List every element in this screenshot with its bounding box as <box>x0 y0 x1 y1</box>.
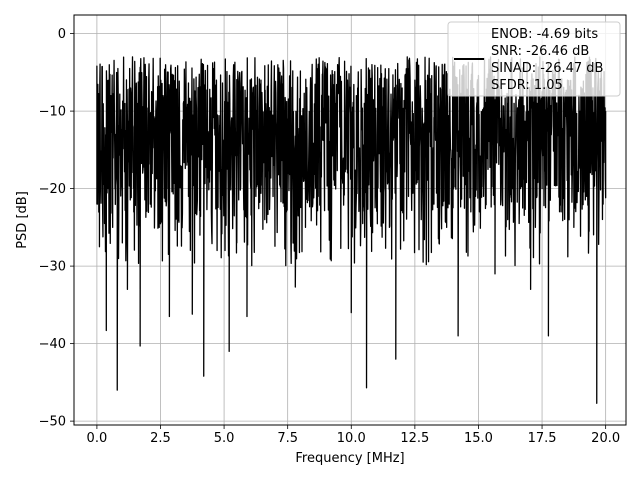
legend-box <box>447 21 621 97</box>
legend-enob: ENOB: -4.69 bits <box>491 27 598 42</box>
x-tick-label: 17.5 <box>528 431 557 446</box>
y-tick-label: −30 <box>39 260 66 275</box>
y-tick-label: −20 <box>39 182 66 197</box>
y-tick-label: −50 <box>39 415 66 430</box>
axis-ticks: 0.0 2.5 5.0 7.5 10.0 12.5 15.0 17.5 20.0 0 −10 −20 −… <box>39 27 621 446</box>
x-tick-label: 10.0 <box>337 431 366 446</box>
x-tick-label: 7.5 <box>277 431 298 446</box>
x-tick-label: 2.5 <box>150 431 171 446</box>
y-tick-label: 0 <box>58 27 66 42</box>
legend-sfdr: SFDR: 1.05 <box>491 78 563 93</box>
y-axis-label: PSD [dB] <box>15 191 30 249</box>
x-tick-label: 0.0 <box>87 431 108 446</box>
x-tick-label: 15.0 <box>464 431 493 446</box>
legend: ENOB: -4.69 bits SNR: -26.46 dB SINAD: -… <box>447 21 621 97</box>
legend-snr: SNR: -26.46 dB <box>491 44 589 59</box>
x-tick-label: 20.0 <box>591 431 620 446</box>
plot-frame <box>73 14 627 426</box>
x-tick-label: 5.0 <box>214 431 235 446</box>
legend-sinad: SINAD: -26.47 dB <box>491 61 603 76</box>
y-tick-label: −40 <box>39 337 66 352</box>
x-axis-label: Frequency [MHz] <box>295 451 404 466</box>
y-tick-label: −10 <box>39 105 66 120</box>
x-tick-label: 12.5 <box>400 431 429 446</box>
